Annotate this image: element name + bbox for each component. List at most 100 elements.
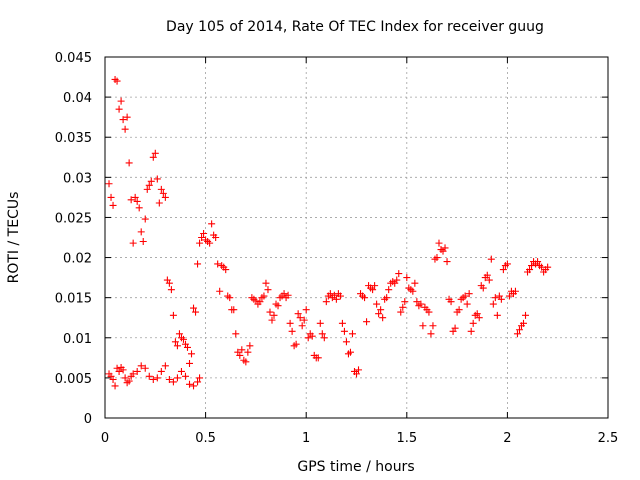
data-point <box>417 300 425 308</box>
x-tick-label: 2 <box>503 431 511 446</box>
data-point <box>515 326 523 334</box>
data-point <box>288 327 296 335</box>
data-point <box>340 327 348 335</box>
data-point <box>300 316 308 324</box>
data-point <box>511 287 519 295</box>
y-tick-label: 0.045 <box>55 51 92 66</box>
data-point <box>465 290 473 298</box>
data-point <box>302 306 310 314</box>
data-point <box>538 263 546 271</box>
chart-title: Day 105 of 2014, Rate Of TEC Index for r… <box>166 19 544 35</box>
data-point <box>125 377 133 385</box>
data-point <box>463 300 471 308</box>
data-point <box>534 258 542 266</box>
data-point <box>348 330 356 338</box>
data-point <box>274 302 282 310</box>
x-tick-label: 2.5 <box>598 431 619 446</box>
data-point <box>425 308 433 316</box>
data-point <box>467 327 475 335</box>
data-point <box>145 181 153 189</box>
data-point <box>115 367 123 375</box>
data-point <box>149 375 157 383</box>
data-point <box>479 284 487 292</box>
data-point <box>268 316 276 324</box>
x-tick-label: 0.5 <box>195 431 216 446</box>
data-point <box>451 324 459 332</box>
data-point <box>393 276 401 284</box>
y-tick-label: 0.02 <box>63 252 92 267</box>
data-point <box>441 244 449 252</box>
data-point <box>292 340 300 348</box>
data-point <box>141 215 149 223</box>
data-point <box>383 294 391 302</box>
data-point <box>200 229 208 237</box>
data-point <box>153 374 161 382</box>
data-point <box>461 292 469 300</box>
data-point <box>262 279 270 287</box>
data-point <box>419 322 427 330</box>
data-point <box>332 295 340 303</box>
data-point <box>129 239 137 247</box>
data-point <box>320 334 328 342</box>
data-point <box>226 294 234 302</box>
data-point <box>469 319 477 327</box>
data-point <box>473 310 481 318</box>
data-point <box>373 300 381 308</box>
data-point <box>196 239 204 247</box>
data-point <box>493 311 501 319</box>
data-point <box>111 382 119 390</box>
data-point <box>121 374 129 382</box>
data-point <box>214 260 222 268</box>
data-point <box>190 304 198 312</box>
data-point <box>208 220 216 228</box>
data-point <box>342 338 350 346</box>
data-point <box>133 197 141 205</box>
data-point <box>522 311 530 319</box>
data-point <box>139 238 147 246</box>
data-point <box>135 204 143 212</box>
y-tick-label: 0.015 <box>55 292 92 307</box>
data-point <box>171 338 179 346</box>
data-point <box>318 330 326 338</box>
data-point <box>145 372 153 380</box>
data-point <box>173 342 181 350</box>
data-point <box>499 266 507 274</box>
data-point <box>169 311 177 319</box>
data-point <box>105 180 113 188</box>
y-axis-label: ROTI / TECUs <box>6 192 22 284</box>
data-point <box>399 303 407 311</box>
data-point <box>316 319 324 327</box>
data-point <box>505 292 513 300</box>
data-point <box>330 291 338 299</box>
data-point <box>369 286 377 294</box>
data-point <box>528 262 536 270</box>
data-point <box>179 335 187 343</box>
data-point <box>175 330 183 338</box>
data-point <box>109 375 117 383</box>
data-point <box>216 287 224 295</box>
data-point <box>326 290 334 298</box>
data-point <box>117 97 125 105</box>
data-point <box>435 239 443 247</box>
data-point <box>379 314 387 322</box>
data-point <box>157 367 165 375</box>
data-point <box>212 234 220 241</box>
data-point <box>260 292 268 300</box>
data-point <box>526 266 534 274</box>
data-point <box>475 314 483 322</box>
data-point <box>147 177 155 185</box>
data-point <box>230 306 238 314</box>
data-point <box>338 319 346 327</box>
data-point <box>165 375 173 383</box>
x-tick-label: 1 <box>302 431 310 446</box>
y-tick-label: 0.03 <box>63 171 92 186</box>
data-point <box>284 291 292 299</box>
data-point <box>246 342 254 350</box>
data-point <box>487 255 495 263</box>
x-tick-label: 0 <box>101 431 109 446</box>
data-point <box>294 310 302 318</box>
data-point <box>183 343 191 351</box>
data-point <box>232 330 240 338</box>
data-point <box>159 189 167 197</box>
